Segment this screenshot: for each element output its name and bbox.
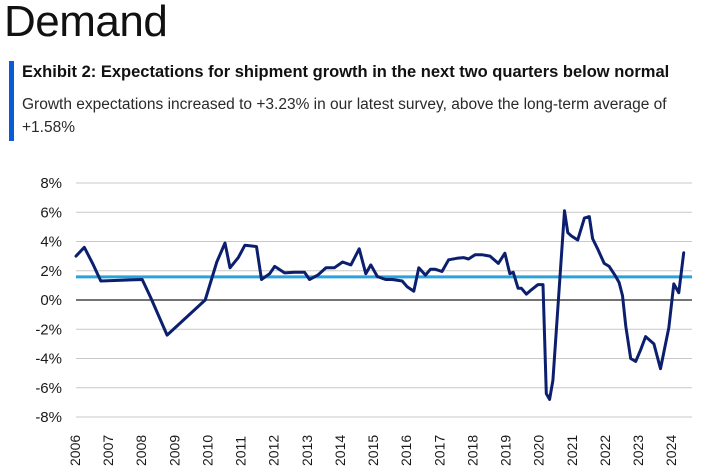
y-tick-label: -6% [35,380,62,397]
x-tick-label: 2007 [100,435,116,466]
x-tick-label: 2013 [299,435,315,466]
x-tick-label: 2010 [199,435,215,466]
y-tick-label: 8% [40,175,62,192]
exhibit-accent-bar [9,61,14,141]
x-tick-label: 2023 [630,435,646,466]
y-axis-tick-labels: 8% 6% 4% 2% 0% -2% -4% -6% -8% [35,175,62,426]
x-tick-label: 2009 [166,435,182,466]
x-tick-label: 2012 [266,435,282,466]
x-tick-label: 2017 [431,435,447,466]
series-line-shipment-growth [74,209,686,401]
x-tick-label: 2022 [597,435,613,466]
y-tick-label: 2% [40,263,62,280]
exhibit-title: Exhibit 2: Expectations for shipment gro… [22,63,670,81]
chart-gridlines [76,182,692,418]
exhibit-subtitle: Growth expectations increased to +3.23% … [22,96,667,136]
x-tick-label: 2008 [133,435,149,466]
x-tick-label: 2024 [663,435,679,466]
x-tick-label: 2014 [332,435,348,466]
x-tick-label: 2016 [398,435,414,466]
x-tick-label: 2011 [233,436,249,466]
y-tick-label: -2% [35,321,62,338]
x-tick-label: 2021 [564,435,580,466]
x-axis-tick-labels: 2006 2007 2008 2009 2010 2011 2012 2013 2014 2015… [67,435,679,466]
x-tick-label: 2020 [531,435,547,466]
x-tick-label: 2015 [365,435,381,466]
x-tick-label: 2006 [67,435,83,466]
y-tick-label: 6% [40,204,62,221]
y-tick-label: -4% [35,351,62,368]
y-tick-label: 4% [40,234,62,251]
page-heading: Demand [4,0,168,46]
x-tick-label: 2018 [464,435,480,466]
x-tick-label: 2019 [498,435,514,466]
y-tick-label: 0% [40,292,62,309]
y-tick-label: -8% [35,409,62,426]
